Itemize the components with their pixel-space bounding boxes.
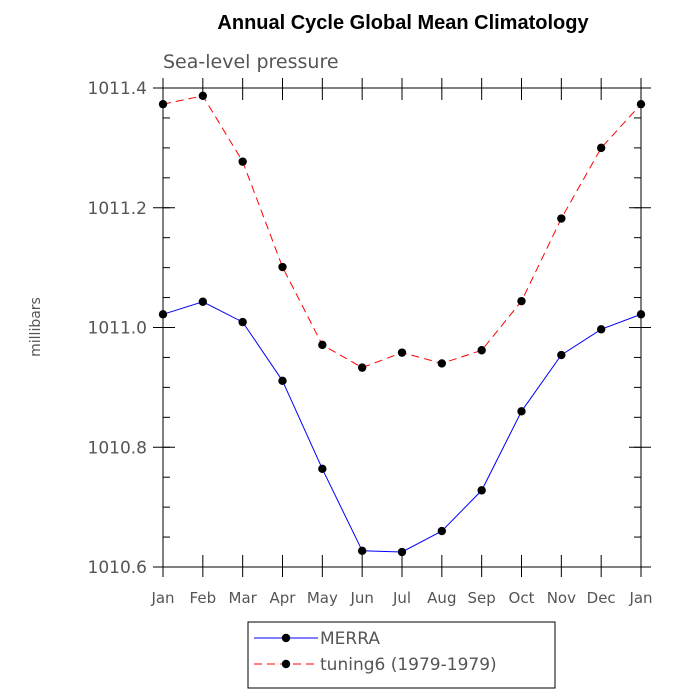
legend-label-0: MERRA — [320, 629, 380, 649]
series-0-point — [278, 376, 287, 385]
series-0-point — [517, 407, 526, 416]
series-line-0 — [162, 301, 642, 553]
y-tick-label: 1011.4 — [88, 79, 147, 99]
y-tick-label: 1011.2 — [88, 199, 147, 219]
series-1-point — [477, 346, 486, 355]
series-0-point — [158, 310, 168, 319]
plot-frame — [162, 87, 642, 568]
x-tick-label: Oct — [509, 589, 535, 607]
legend-marker-1 — [281, 659, 291, 669]
series-0-point — [557, 350, 566, 360]
x-tick-label: Sep — [468, 589, 496, 607]
series-0-point — [596, 325, 606, 334]
chart-title: Annual Cycle Global Mean Climatology — [217, 12, 589, 34]
x-tick-label: Nov — [547, 589, 576, 607]
x-tick-label: Mar — [229, 589, 258, 607]
series-0-point — [437, 526, 447, 536]
legend-marker-0 — [281, 633, 291, 643]
series-1-point — [318, 340, 327, 350]
y-tick-label: 1010.8 — [88, 438, 147, 458]
series-0-point — [397, 547, 407, 557]
x-tick-label: Jan — [150, 589, 174, 607]
series-1-point — [278, 262, 287, 272]
x-tick-label: Feb — [190, 589, 217, 607]
x-tick-label: Aug — [427, 589, 456, 607]
series-1-point — [238, 157, 247, 166]
x-tick-label: Jul — [392, 589, 411, 607]
series-1-point — [557, 214, 566, 223]
x-tick-label: Jan — [628, 589, 652, 607]
x-tick-label: Jun — [349, 589, 373, 607]
series-1-point — [357, 363, 367, 372]
x-tick-label: May — [307, 589, 338, 607]
series-1-point — [397, 348, 407, 357]
series-0-point — [357, 546, 367, 556]
series-1-point — [158, 99, 168, 109]
series-line-1 — [162, 95, 642, 369]
series-1-point — [596, 143, 606, 153]
series-0-point — [198, 297, 208, 306]
legend-box — [247, 621, 556, 689]
x-tick-label: Apr — [270, 589, 297, 607]
legend: MERRA tuning6 (1979-1979) — [247, 621, 556, 689]
chart-subtitle: Sea-level pressure — [163, 51, 339, 73]
y-axis-label: millibars — [28, 297, 44, 357]
series-1-point — [198, 91, 208, 100]
series-0-point — [238, 317, 247, 327]
axes: 1010.6 1010.8 1011.0 1011.2 1011.4 Jan Feb Mar A… — [88, 78, 653, 607]
legend-label-1: tuning6 (1979-1979) — [320, 655, 497, 675]
x-tick-label: Dec — [587, 589, 616, 607]
series-0-point — [318, 464, 327, 474]
series-0-point — [477, 486, 486, 495]
series-layer — [158, 91, 646, 557]
series-1-point — [517, 296, 526, 306]
series-1-point — [636, 99, 646, 109]
y-tick-label: 1011.0 — [88, 319, 147, 339]
y-tick-label: 1010.6 — [88, 558, 147, 578]
series-1-point — [437, 359, 447, 368]
series-0-point — [636, 310, 646, 319]
